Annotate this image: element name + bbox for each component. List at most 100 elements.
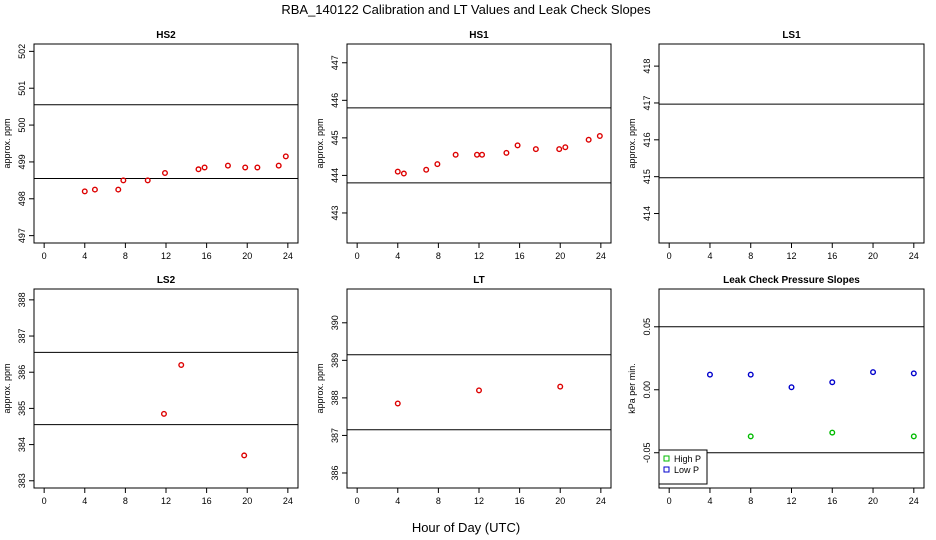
data-point [81, 188, 88, 195]
x-tick-label: 4 [395, 251, 400, 261]
legend-swatch [663, 455, 670, 462]
panel-leak: Leak Check Pressure Slopes kPa per min. 0 4… [627, 275, 925, 506]
plot-frame [33, 43, 299, 244]
y-tick-label: 388 [17, 292, 27, 307]
x-tick-label: 0 [667, 251, 672, 261]
data-point [394, 400, 401, 407]
data-point [829, 379, 836, 386]
data-point [788, 384, 795, 391]
x-tick-label: 12 [474, 496, 484, 506]
x-tick-label: 16 [827, 496, 837, 506]
panel-hs1: HS1 approx. ppm 0 4 8 12 16 20 24 443 444 445 446 447 [315, 30, 612, 261]
x-tick-label: 4 [707, 251, 712, 261]
x-tick-label: 8 [748, 496, 753, 506]
panel-title: HS2 [156, 30, 176, 41]
x-tick-label: 8 [123, 496, 128, 506]
y-tick-label: 386 [330, 465, 340, 480]
panel-title: LT [473, 275, 484, 286]
y-axis-label: approx. ppm [627, 118, 637, 168]
x-tick-label: 24 [596, 496, 606, 506]
y-tick-label: 446 [330, 93, 340, 108]
data-point [910, 433, 917, 440]
figure-title: RBA_140122 Calibration and LT Values and… [281, 2, 651, 17]
plot-frame [658, 43, 925, 244]
panel-hs2: HS2 approx. ppm 0 4 8 12 16 20 24 497 498 499 500 501… [2, 30, 299, 261]
data-point [747, 433, 754, 440]
y-tick-label: 502 [17, 44, 27, 59]
x-tick-label: 20 [555, 496, 565, 506]
x-tick-label: 24 [283, 496, 293, 506]
data-point [557, 383, 564, 390]
data-point [254, 164, 261, 171]
y-axis-label: approx. ppm [2, 118, 12, 168]
x-tick-label: 4 [82, 251, 87, 261]
y-tick-label: 388 [330, 390, 340, 405]
x-tick-label: 0 [355, 496, 360, 506]
y-tick-label: 387 [330, 428, 340, 443]
x-tick-label: 0 [42, 251, 47, 261]
x-tick-label: 0 [355, 251, 360, 261]
y-tick-label: -0.05 [642, 442, 652, 463]
y-tick-label: 385 [17, 401, 27, 416]
legend-label: Low P [674, 465, 699, 475]
y-tick-label: 499 [17, 154, 27, 169]
panel-ls2: LS2 approx. ppm 0 4 8 12 16 20 24 383 384 385 386 387… [2, 275, 299, 506]
panel-title: Leak Check Pressure Slopes [723, 275, 860, 286]
x-tick-label: 12 [786, 251, 796, 261]
data-point [282, 153, 289, 160]
data-point [476, 387, 483, 394]
data-point [241, 452, 248, 459]
panels: HS2 approx. ppm 0 4 8 12 16 20 24 497 498 499 500 501… [2, 30, 925, 506]
data-point [747, 371, 754, 378]
data-point [585, 136, 592, 143]
data-point [201, 164, 208, 171]
y-tick-label: 384 [17, 437, 27, 452]
figure-x-axis-label: Hour of Day (UTC) [412, 520, 520, 535]
panel-title: LS2 [157, 275, 176, 286]
x-tick-label: 16 [202, 251, 212, 261]
data-point [161, 169, 168, 176]
data-point [394, 168, 401, 175]
y-tick-label: 390 [330, 315, 340, 330]
data-point [115, 186, 122, 193]
data-point [562, 144, 569, 151]
y-tick-label: 418 [642, 59, 652, 74]
x-tick-label: 0 [42, 496, 47, 506]
data-point [224, 162, 231, 169]
y-tick-label: 500 [17, 118, 27, 133]
data-point [400, 170, 407, 177]
y-tick-label: 387 [17, 329, 27, 344]
x-tick-label: 8 [748, 251, 753, 261]
x-tick-label: 4 [82, 496, 87, 506]
x-tick-label: 16 [202, 496, 212, 506]
y-tick-label: 415 [642, 169, 652, 184]
plot-frame [33, 288, 299, 489]
x-tick-label: 20 [242, 251, 252, 261]
x-tick-label: 12 [161, 496, 171, 506]
x-tick-label: 24 [283, 251, 293, 261]
x-tick-label: 24 [596, 251, 606, 261]
y-tick-label: 501 [17, 81, 27, 96]
y-axis-label: approx. ppm [315, 363, 325, 413]
x-tick-label: 16 [515, 251, 525, 261]
x-tick-label: 16 [515, 496, 525, 506]
data-point [870, 369, 877, 376]
data-point [242, 164, 249, 171]
data-point [706, 371, 713, 378]
panel-title: LS1 [782, 30, 801, 41]
y-tick-label: 447 [330, 55, 340, 70]
data-point [144, 177, 151, 184]
y-tick-label: 445 [330, 130, 340, 145]
y-tick-label: 444 [330, 168, 340, 183]
x-tick-label: 12 [474, 251, 484, 261]
x-tick-label: 20 [868, 251, 878, 261]
y-tick-label: 416 [642, 132, 652, 147]
data-point [452, 151, 459, 158]
data-point [829, 429, 836, 436]
legend-swatch [663, 466, 670, 473]
data-point [423, 166, 430, 173]
x-tick-label: 8 [436, 496, 441, 506]
data-point [195, 166, 202, 173]
data-point [596, 132, 603, 139]
